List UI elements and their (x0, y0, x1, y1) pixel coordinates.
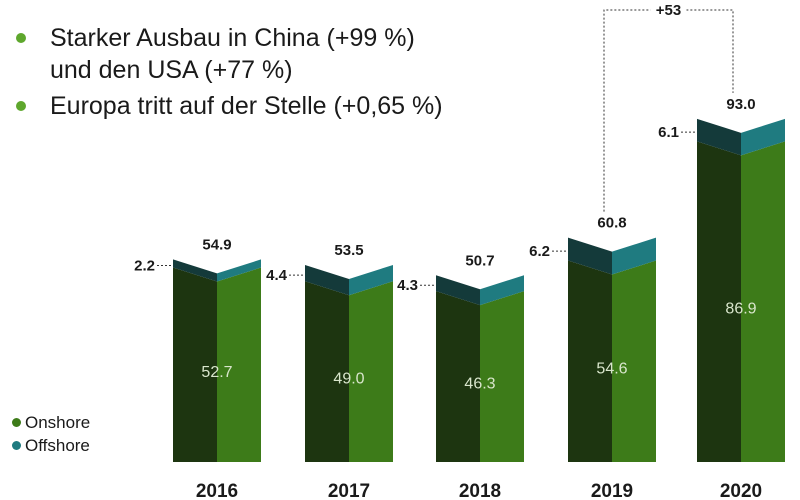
x-tick-label: 2017 (328, 481, 370, 500)
onshore-bar-side (305, 281, 349, 462)
total-value-label: 60.8 (597, 215, 626, 232)
bullet-text-1b: und den USA (+77 %) (50, 56, 293, 84)
bullet-item-2: Europa tritt auf der Stelle (+0,65 %) (14, 90, 443, 122)
x-tick-label: 2019 (591, 481, 633, 500)
offshore-bar-front (217, 259, 261, 282)
onshore-bar-side (568, 260, 612, 462)
x-tick-label: 2016 (196, 481, 238, 500)
onshore-value-label: 49.0 (333, 371, 364, 388)
chart-legend: Onshore Offshore (12, 411, 90, 457)
bullet-item-1: Starker Ausbau in China (+99 %) und den … (14, 22, 443, 86)
annotation-background (650, 0, 687, 18)
legend-label-onshore: Onshore (25, 413, 91, 432)
offshore-bar-side (173, 259, 217, 282)
bullet-text-1a: Starker Ausbau in China (+99 %) (50, 24, 415, 52)
difference-annotation-label: +53 (656, 2, 681, 19)
onshore-bar-side (173, 267, 217, 462)
offshore-value-label: 2.2 (134, 257, 155, 274)
offshore-value-label: 4.4 (266, 267, 288, 284)
total-value-label: 53.5 (334, 242, 363, 259)
bullet-dot-icon (16, 33, 26, 43)
onshore-value-label: 86.9 (725, 301, 756, 318)
bullet-list: Starker Ausbau in China (+99 %) und den … (14, 22, 443, 126)
bullet-dot-icon (16, 101, 26, 111)
onshore-value-label: 52.7 (201, 364, 232, 381)
offshore-bar-side (568, 237, 612, 275)
onshore-bar-side (436, 291, 480, 462)
offshore-bar-front (741, 118, 785, 156)
difference-bracket (603, 9, 734, 212)
onshore-bar-front (741, 141, 785, 463)
offshore-value-label: 4.3 (397, 277, 418, 294)
onshore-bar-front (349, 281, 393, 462)
bullet-text-2: Europa tritt auf der Stelle (+0,65 %) (50, 92, 443, 120)
legend-item-offshore: Offshore (12, 434, 90, 457)
legend-swatch-onshore (12, 418, 21, 427)
onshore-value-label: 54.6 (596, 360, 627, 377)
offshore-bar-side (436, 275, 480, 306)
legend-label-offshore: Offshore (25, 436, 90, 455)
onshore-bar-front (612, 260, 656, 462)
onshore-bar-side (697, 141, 741, 463)
onshore-bar-front (217, 267, 261, 462)
onshore-bar-front (480, 291, 524, 462)
legend-item-onshore: Onshore (12, 411, 90, 434)
legend-swatch-offshore (12, 441, 21, 450)
offshore-bar-front (349, 264, 393, 296)
offshore-bar-side (697, 118, 741, 156)
total-value-label: 93.0 (726, 96, 755, 113)
total-value-label: 54.9 (202, 236, 231, 253)
offshore-bar-front (480, 275, 524, 306)
offshore-value-label: 6.2 (529, 243, 550, 260)
x-tick-label: 2020 (720, 481, 762, 500)
total-value-label: 50.7 (465, 252, 494, 269)
offshore-bar-front (612, 237, 656, 275)
x-tick-label: 2018 (459, 481, 501, 500)
offshore-bar-side (305, 264, 349, 296)
offshore-value-label: 6.1 (658, 124, 679, 141)
onshore-value-label: 46.3 (464, 376, 495, 393)
